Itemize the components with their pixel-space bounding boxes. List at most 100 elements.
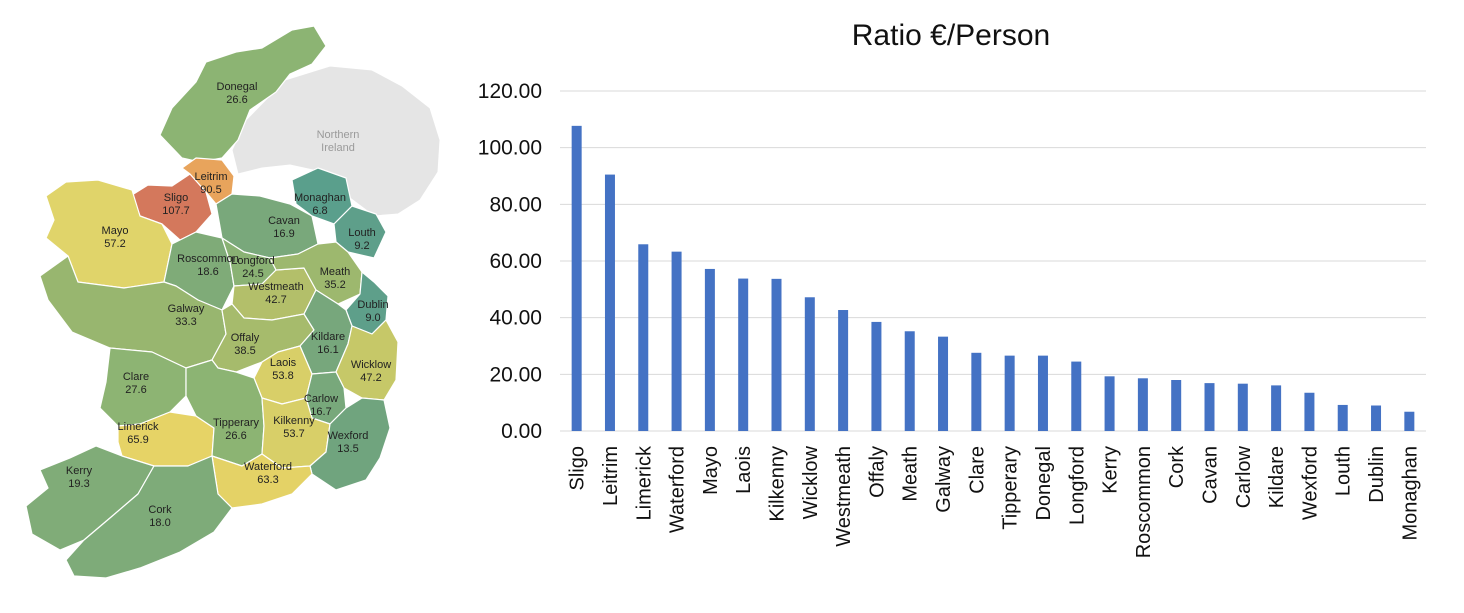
county-label-clare: Clare [123, 371, 149, 383]
bar-donegal [1037, 355, 1048, 431]
x-tick-label-dublin: Dublin [1366, 446, 1388, 503]
x-tick-label-mayo: Mayo [700, 446, 722, 495]
y-tick-label: 40.00 [489, 307, 542, 330]
bar-monaghan [1404, 411, 1415, 431]
county-label-laois: Laois [270, 357, 297, 369]
bar-mayo [704, 268, 715, 431]
bar-westmeath [838, 310, 849, 431]
county-value-clare: 27.6 [125, 384, 146, 396]
northern-ireland-label-line2: Ireland [321, 142, 355, 154]
county-label-limerick: Limerick [118, 421, 159, 433]
county-value-meath: 35.2 [324, 279, 345, 291]
bar-chart-svg: Ratio €/Person 0.00 20.00 40.00 60.00 80.00 1… [478, 19, 1426, 558]
bar-sligo [571, 125, 582, 431]
county-label-sligo: Sligo [164, 192, 188, 204]
county-value-cork: 18.0 [149, 517, 170, 529]
x-tick-label-wicklow: Wicklow [800, 445, 822, 519]
x-tick-label-kilkenny: Kilkenny [767, 446, 789, 522]
county-value-louth: 9.2 [354, 240, 369, 252]
county-label-carlow: Carlow [304, 393, 338, 405]
bar-wicklow [804, 297, 815, 431]
bar-galway [938, 336, 949, 431]
county-value-donegal: 26.6 [226, 94, 247, 106]
bar-tipperary [1004, 355, 1015, 431]
county-label-wexford: Wexford [328, 430, 369, 442]
bar-kilkenny [771, 278, 782, 431]
bar-kerry [1104, 376, 1115, 431]
county-value-offaly: 38.5 [234, 345, 255, 357]
bar-meath [904, 331, 915, 431]
x-tick-label-carlow: Carlow [1233, 445, 1255, 508]
x-tick-label-tipperary: Tipperary [1000, 446, 1022, 530]
county-value-kerry: 19.3 [68, 478, 89, 490]
county-value-mayo: 57.2 [104, 238, 125, 250]
county-value-waterford: 63.3 [257, 474, 278, 486]
county-label-westmeath: Westmeath [248, 281, 303, 293]
bar-chart: Ratio €/Person 0.00 20.00 40.00 60.00 80.00 1… [470, 0, 1464, 608]
x-tick-label-waterford: Waterford [667, 446, 689, 533]
x-tick-label-kildare: Kildare [1266, 446, 1288, 508]
x-tick-label-wexford: Wexford [1299, 446, 1321, 520]
county-value-roscommon: 18.6 [197, 266, 218, 278]
county-label-monaghan: Monaghan [294, 192, 346, 204]
county-value-tipperary: 26.6 [225, 430, 246, 442]
county-shape-cork[interactable] [65, 455, 233, 579]
county-value-limerick: 65.9 [127, 434, 148, 446]
x-tick-label-sligo: Sligo [567, 446, 589, 490]
x-axis-labels: Sligo Leitrim Limerick Waterford Mayo Laois Ki… [567, 445, 1422, 558]
county-label-tipperary: Tipperary [213, 417, 260, 429]
x-tick-label-longford: Longford [1066, 446, 1088, 525]
x-tick-label-kerry: Kerry [1100, 446, 1122, 494]
county-label-louth: Louth [348, 227, 376, 239]
county-value-kilkenny: 53.7 [283, 428, 304, 440]
county-value-wexford: 13.5 [337, 443, 358, 455]
county-shape-donegal[interactable] [159, 25, 327, 163]
county-value-dublin: 9.0 [365, 312, 380, 324]
y-axis-ticks: 0.00 20.00 40.00 60.00 80.00 100.00 120.00 [478, 80, 542, 443]
northern-ireland-region [231, 65, 441, 217]
y-tick-label: 20.00 [489, 363, 542, 386]
county-label-longford: Longford [231, 255, 274, 267]
county-value-westmeath: 42.7 [265, 294, 286, 306]
county-label-kerry: Kerry [66, 465, 93, 477]
county-value-galway: 33.3 [175, 316, 196, 328]
y-tick-label: 0.00 [501, 420, 542, 443]
x-tick-label-offaly: Offaly [866, 446, 888, 498]
y-tick-label: 100.00 [478, 137, 542, 160]
bar-limerick [638, 244, 649, 431]
county-label-mayo: Mayo [102, 225, 129, 237]
county-value-laois: 53.8 [272, 370, 293, 382]
x-tick-label-clare: Clare [966, 446, 988, 494]
county-label-donegal: Donegal [217, 81, 258, 93]
county-value-wicklow: 47.2 [360, 372, 381, 384]
bar-kildare [1271, 385, 1282, 431]
y-tick-label: 60.00 [489, 250, 542, 273]
county-label-dublin: Dublin [357, 299, 388, 311]
x-tick-label-donegal: Donegal [1033, 446, 1055, 521]
ireland-map-svg: Northern Ireland Donegal26.6Leitrim90.5S… [25, 25, 441, 579]
county-value-cavan: 16.9 [273, 228, 294, 240]
county-shape-wexford[interactable] [309, 397, 391, 491]
county-label-waterford: Waterford [244, 461, 292, 473]
x-tick-label-cavan: Cavan [1200, 446, 1222, 504]
x-tick-label-galway: Galway [933, 446, 955, 513]
bar-wexford [1304, 392, 1315, 431]
x-tick-label-monaghan: Monaghan [1399, 446, 1421, 541]
county-value-sligo: 107.7 [162, 205, 190, 217]
x-tick-label-limerick: Limerick [633, 445, 655, 520]
bar-leitrim [604, 174, 615, 432]
county-label-meath: Meath [320, 266, 351, 278]
northern-ireland-label-line1: Northern [317, 129, 360, 141]
bars [571, 125, 1415, 432]
bar-laois [738, 278, 749, 431]
bar-louth [1337, 404, 1348, 431]
county-label-leitrim: Leitrim [194, 171, 227, 183]
county-label-roscommon: Roscommon [177, 253, 239, 265]
bar-waterford [671, 251, 682, 431]
x-tick-label-westmeath: Westmeath [833, 446, 855, 547]
county-label-kildare: Kildare [311, 331, 345, 343]
county-label-kilkenny: Kilkenny [273, 415, 315, 427]
x-tick-label-laois: Laois [733, 446, 755, 494]
county-label-wicklow: Wicklow [351, 359, 391, 371]
county-label-cavan: Cavan [268, 215, 300, 227]
